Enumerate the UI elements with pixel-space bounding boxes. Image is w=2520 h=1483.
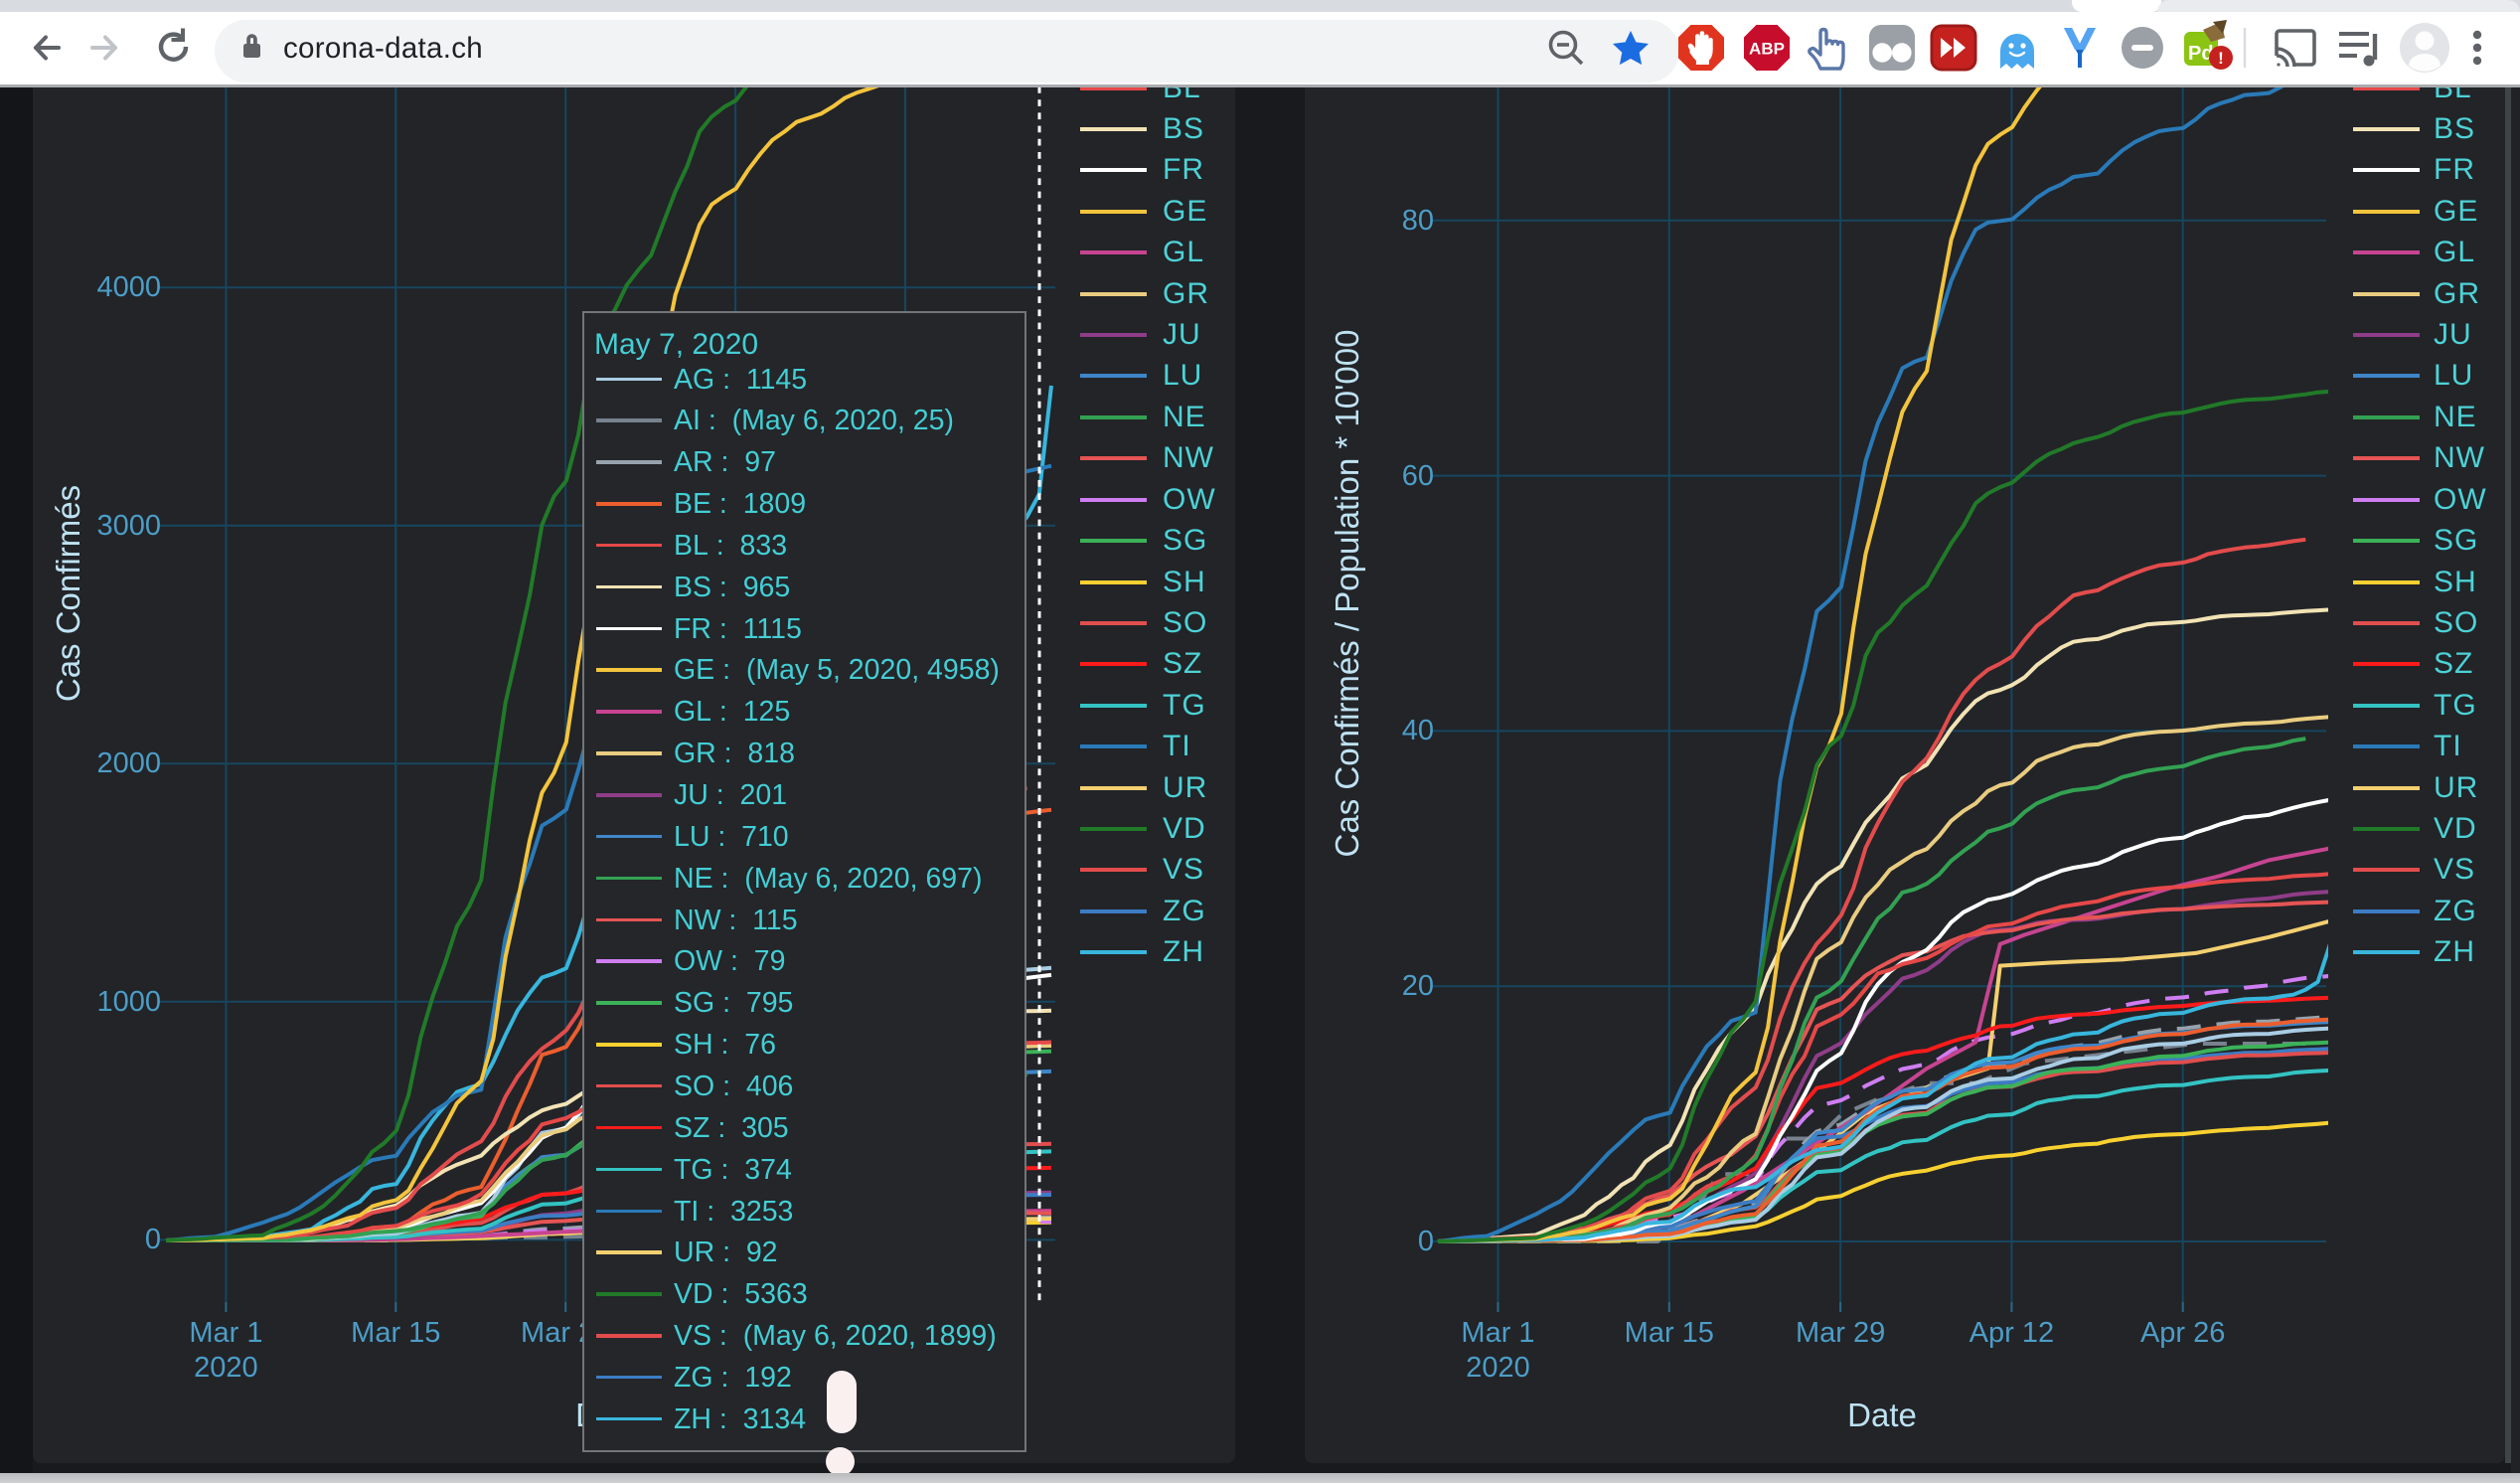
svg-text:ABP: ABP: [1749, 40, 1785, 59]
svg-text:!: !: [2218, 49, 2224, 68]
svg-text:Pd: Pd: [2188, 43, 2214, 65]
